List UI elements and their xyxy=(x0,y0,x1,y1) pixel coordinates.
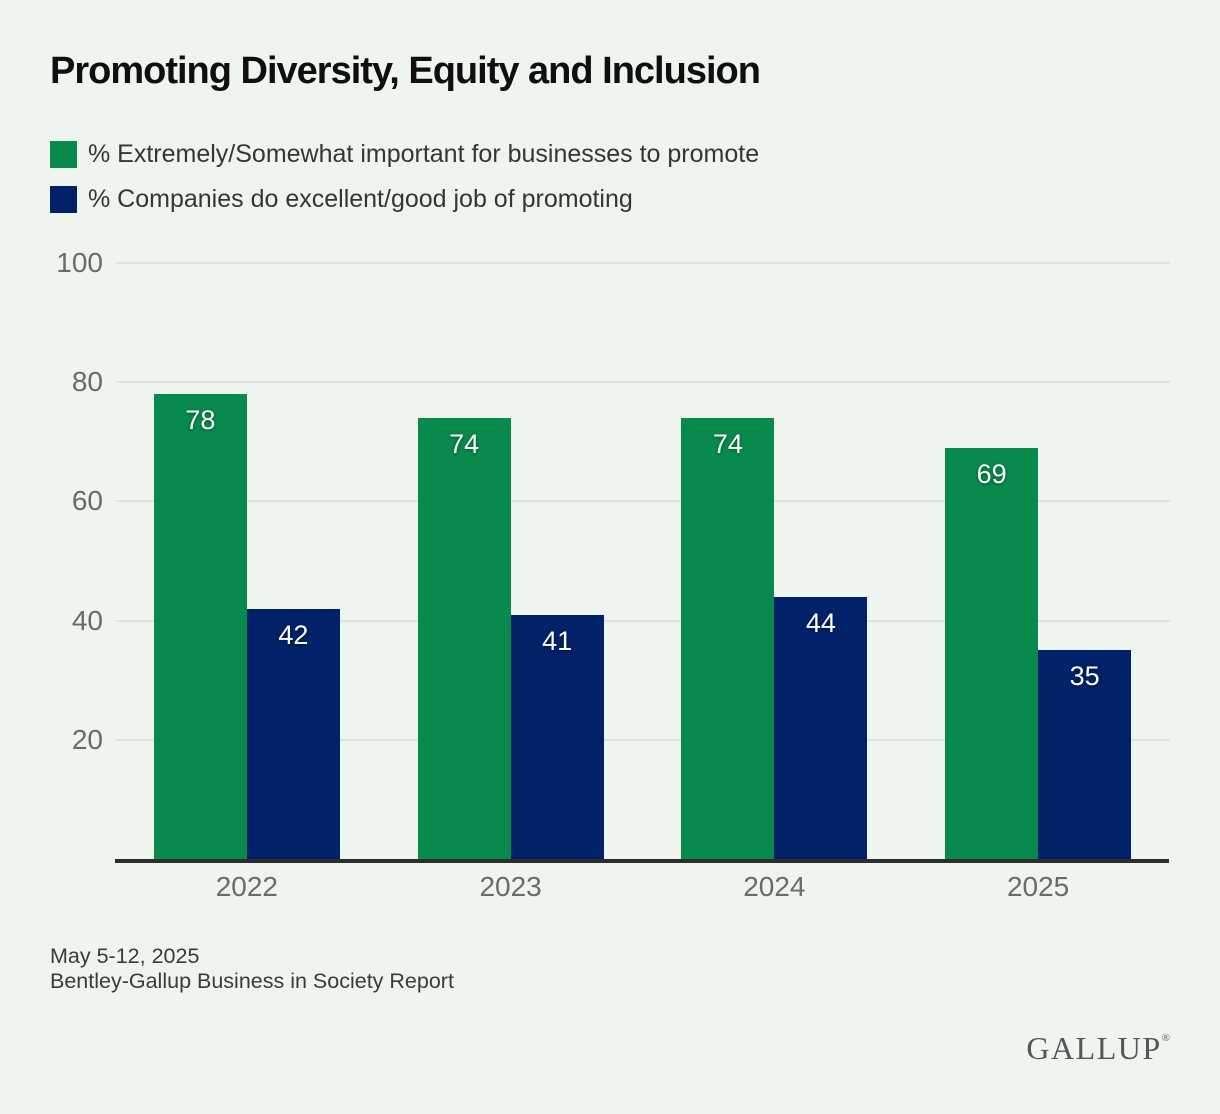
gridline-60 xyxy=(116,500,1170,503)
x-tick-label-2022: 2022 xyxy=(215,871,279,902)
bar-good-job-2024: 44 xyxy=(774,596,868,859)
x-tick-label-2025: 2025 xyxy=(1006,871,1070,902)
bar-value-label: 41 xyxy=(542,625,573,656)
footnote-date: May 5-12, 2025 xyxy=(50,944,200,968)
y-tick-label-100: 100 xyxy=(56,247,103,278)
bar-good-job-2022: 42 xyxy=(246,608,340,859)
bar-good-job-2023: 41 xyxy=(510,614,604,859)
bar-value-label: 69 xyxy=(976,458,1007,489)
legend-item-good-job: % Companies do excellent/good job of pro… xyxy=(50,184,759,214)
gridline-20 xyxy=(116,738,1170,741)
bar-important-2023: 74 xyxy=(417,417,511,859)
bar-value-label: 42 xyxy=(278,619,309,650)
footnote-source: Bentley-Gallup Business in Society Repor… xyxy=(50,969,454,993)
bar-value-label: 78 xyxy=(185,405,216,436)
gridline-80 xyxy=(116,381,1170,384)
plot-area: 20 40 60 80 100 78 42 2022 74 41 2023 74 44 2024 69 35 2… xyxy=(56,247,1170,902)
x-tick-label-2024: 2024 xyxy=(743,871,806,902)
gridline-40 xyxy=(116,619,1170,622)
x-tick-label-2023: 2023 xyxy=(479,871,542,902)
y-tick-label-60: 60 xyxy=(71,485,103,517)
legend-label: % Companies do excellent/good job of pro… xyxy=(88,184,633,213)
footnote: May 5-12, 2025 Bentley-Gallup Business i… xyxy=(50,944,454,994)
x-axis-line xyxy=(115,859,1169,863)
chart-title: Promoting Diversity, Equity and Inclusio… xyxy=(50,50,761,92)
bar-value-label: 44 xyxy=(805,607,836,638)
y-tick-label-40: 40 xyxy=(71,604,103,636)
bar-value-label: 74 xyxy=(449,428,480,459)
legend-label: % Extremely/Somewhat important for busin… xyxy=(88,139,760,168)
legend-swatch-navy xyxy=(50,185,77,213)
gallup-logo: GALLUP® xyxy=(1026,1030,1170,1067)
registered-trademark-icon: ® xyxy=(1161,1032,1170,1044)
chart-legend: % Extremely/Somewhat important for busin… xyxy=(50,139,759,229)
gridline-100 xyxy=(116,262,1170,264)
gallup-logo-text: GALLUP xyxy=(1026,1030,1162,1066)
bar-value-label: 74 xyxy=(712,428,743,459)
bar-important-2022: 78 xyxy=(153,394,247,859)
bar-good-job-2025: 35 xyxy=(1038,650,1132,859)
y-tick-label-20: 20 xyxy=(71,723,103,755)
legend-swatch-green xyxy=(50,140,77,168)
bar-important-2024: 74 xyxy=(681,417,775,859)
bar-important-2025: 69 xyxy=(945,447,1039,859)
legend-item-important: % Extremely/Somewhat important for busin… xyxy=(50,139,759,169)
bar-value-label: 35 xyxy=(1069,661,1100,692)
y-tick-label-80: 80 xyxy=(71,366,103,398)
